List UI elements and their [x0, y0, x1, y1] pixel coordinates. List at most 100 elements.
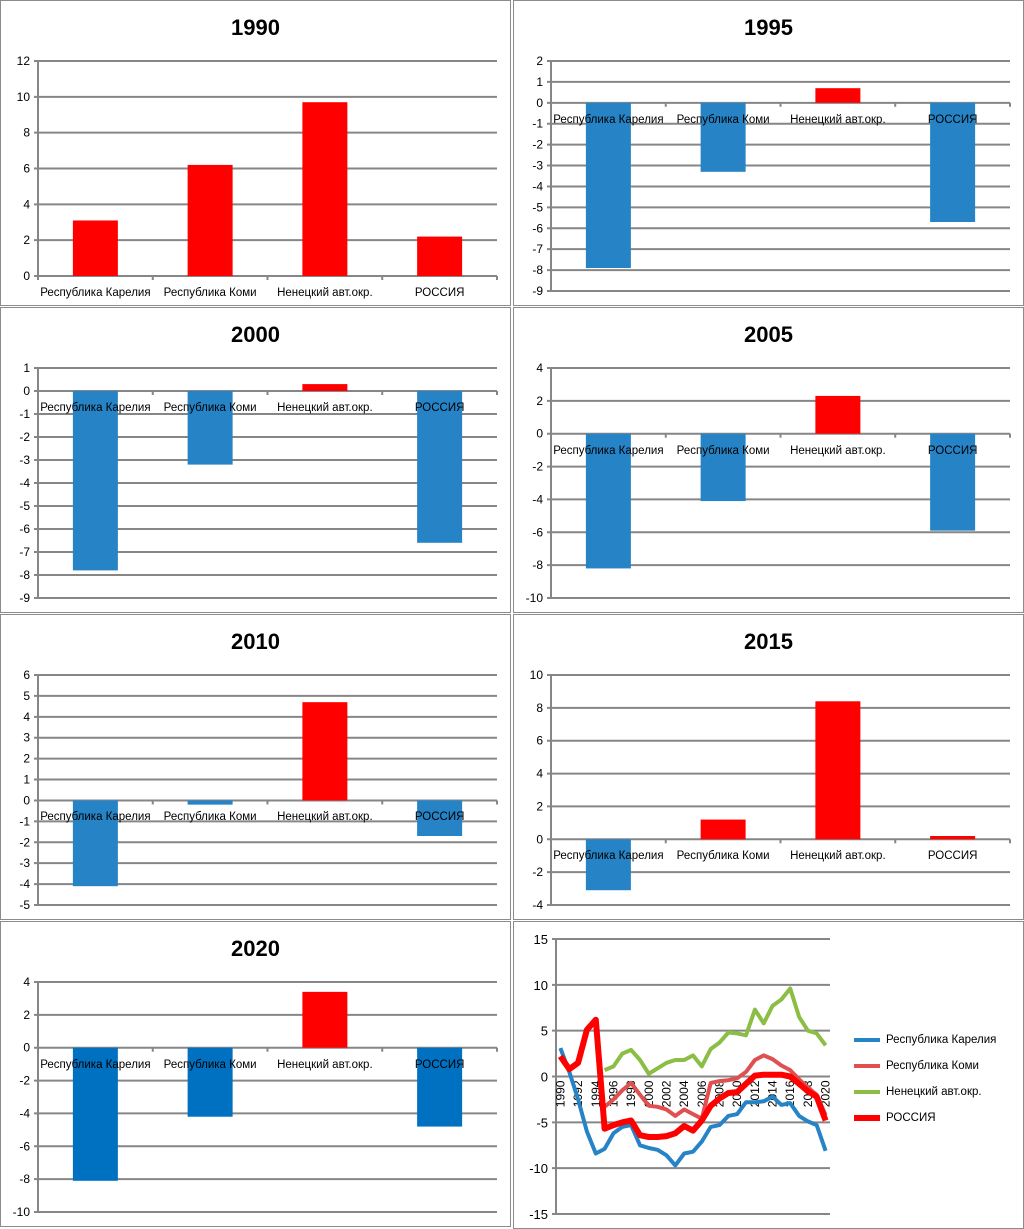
y-tick-label: 4 [536, 361, 543, 375]
chart-panel-line: -15 -10 -5 0 5 10 15 1990 1992 1994 1996 1998 2000 20… [513, 921, 1024, 1229]
category-label: РОССИЯ [927, 113, 978, 126]
x-tick-label: 2016 [783, 1080, 797, 1107]
y-tick-label: -15 [529, 1207, 548, 1222]
y-tick-label: -4 [19, 877, 30, 891]
x-tick-label: 2002 [659, 1080, 673, 1107]
y-tick-label: 6 [23, 162, 30, 176]
y-tick-label: 0 [536, 832, 543, 846]
bar-2 [302, 102, 348, 276]
y-tick-label: -2 [19, 835, 30, 849]
bar-2 [815, 88, 861, 103]
y-tick-label: -8 [19, 568, 30, 582]
y-tick-label: -6 [19, 1139, 30, 1153]
category-label: Республика Карелия [40, 287, 151, 299]
bar-1 [187, 164, 233, 276]
y-tick-label: 12 [17, 54, 31, 68]
chart-svg: -9 -8 -7 -6 -5 -4 -3 -2 -1 0 1 2 [532, 54, 1011, 298]
bar-3 [417, 236, 463, 276]
chart-title: 1995 [744, 15, 793, 40]
category-label: Ненецкий авт.окр. [790, 113, 886, 126]
legend-item: Республика Коми [854, 1053, 996, 1079]
chart-panel-2010: -5 -4 -3 -2 -1 0 1 2 3 4 5 6 2010 Республика Карелия Р… [0, 614, 511, 920]
y-tick-label: -2 [532, 460, 543, 474]
bar-3 [417, 1047, 463, 1127]
y-tick-label: 2 [23, 233, 30, 247]
legend-swatch [854, 1090, 880, 1094]
y-tick-label: 0 [23, 384, 30, 398]
y-tick-label: 10 [530, 668, 544, 682]
y-tick-label: -1 [19, 814, 30, 828]
category-label: РОССИЯ [414, 402, 465, 414]
y-tick-label: -5 [19, 898, 30, 912]
y-tick-label: 6 [23, 668, 30, 682]
bar-3 [930, 433, 976, 531]
category-label: РОССИЯ [414, 1058, 465, 1071]
bar-1 [700, 433, 746, 502]
y-tick-label: 2 [536, 799, 543, 813]
legend: Республика Карелия Республика Коми Ненецки… [854, 1027, 996, 1131]
chart-title: 1990 [231, 15, 280, 40]
bar-1 [187, 391, 233, 465]
category-label: Ненецкий авт.окр. [277, 402, 373, 414]
bar-3 [417, 391, 463, 543]
chart-svg: -4 -2 0 2 4 6 8 10 [530, 668, 1011, 912]
y-tick-label: -10 [526, 591, 544, 605]
chart-svg: -10 -8 -6 -4 -2 0 2 4 [13, 975, 498, 1219]
y-tick-label: 4 [536, 767, 543, 781]
y-tick-label: 1 [536, 75, 543, 89]
y-tick-label: 10 [534, 978, 548, 993]
legend-label: РОССИЯ [886, 1112, 936, 1124]
category-label: РОССИЯ [927, 444, 978, 457]
chart-title: 2010 [231, 629, 280, 654]
y-tick-label: -1 [532, 117, 543, 131]
y-tick-label: -5 [536, 1115, 548, 1130]
y-tick-label: 2 [23, 1008, 30, 1022]
y-tick-label: -7 [532, 242, 543, 256]
category-label: Республика Карелия [40, 811, 151, 824]
category-label: Ненецкий авт.окр. [277, 1058, 373, 1071]
y-tick-label: -8 [532, 558, 543, 572]
category-label: Ненецкий авт.окр. [277, 811, 373, 824]
y-tick-label: -4 [532, 179, 543, 193]
chart-svg: -10 -8 -6 -4 -2 0 2 4 [526, 361, 1011, 605]
series-line-0 [558, 1047, 828, 1168]
chart-title: 2000 [231, 322, 280, 347]
y-tick-label: 0 [23, 1041, 30, 1055]
category-label: Республика Коми [163, 287, 257, 299]
legend-label: Ненецкий авт.окр. [886, 1086, 982, 1098]
bar-1 [187, 800, 233, 805]
y-tick-label: -4 [532, 898, 543, 912]
chart-panel-2020: -10 -8 -6 -4 -2 0 2 4 2020 Республика Карелия Респ… [0, 921, 511, 1227]
bar-2 [302, 384, 348, 391]
y-tick-label: -5 [19, 499, 30, 513]
y-tick-label: -3 [532, 159, 543, 173]
chart-svg: 0 2 4 6 8 10 12 [17, 54, 498, 283]
category-label: РОССИЯ [414, 287, 465, 299]
category-label: Ненецкий авт.окр. [790, 850, 886, 863]
chart-panel-2000: -9 -8 -7 -6 -5 -4 -3 -2 -1 0 1 2000 Республика Карел… [0, 307, 511, 613]
y-tick-label: -6 [532, 525, 543, 539]
category-label: Ненецкий авт.окр. [790, 444, 886, 457]
bar-0 [72, 220, 118, 276]
y-tick-label: -3 [19, 856, 30, 870]
y-tick-label: -1 [19, 407, 30, 421]
y-tick-label: 1 [23, 773, 30, 787]
y-tick-label: 8 [23, 126, 30, 140]
category-label: Республика Коми [163, 402, 257, 414]
chart-title: 2020 [231, 936, 280, 961]
y-tick-label: -2 [19, 1074, 30, 1088]
y-tick-label: -2 [19, 430, 30, 444]
bar-0 [585, 839, 631, 891]
series-line-1 [603, 1053, 828, 1121]
y-tick-label: 4 [23, 975, 30, 989]
y-tick-label: 4 [23, 710, 30, 724]
bar-3 [417, 800, 463, 836]
y-tick-label: -6 [19, 522, 30, 536]
x-tick-label: 2020 [819, 1080, 833, 1107]
category-label: Республика Карелия [553, 850, 664, 863]
legend-swatch [854, 1064, 880, 1068]
bar-3 [930, 836, 976, 840]
chart-svg: -5 -4 -3 -2 -1 0 1 2 3 4 5 6 [19, 668, 498, 912]
y-tick-label: -8 [532, 263, 543, 277]
y-tick-label: -9 [19, 591, 30, 605]
